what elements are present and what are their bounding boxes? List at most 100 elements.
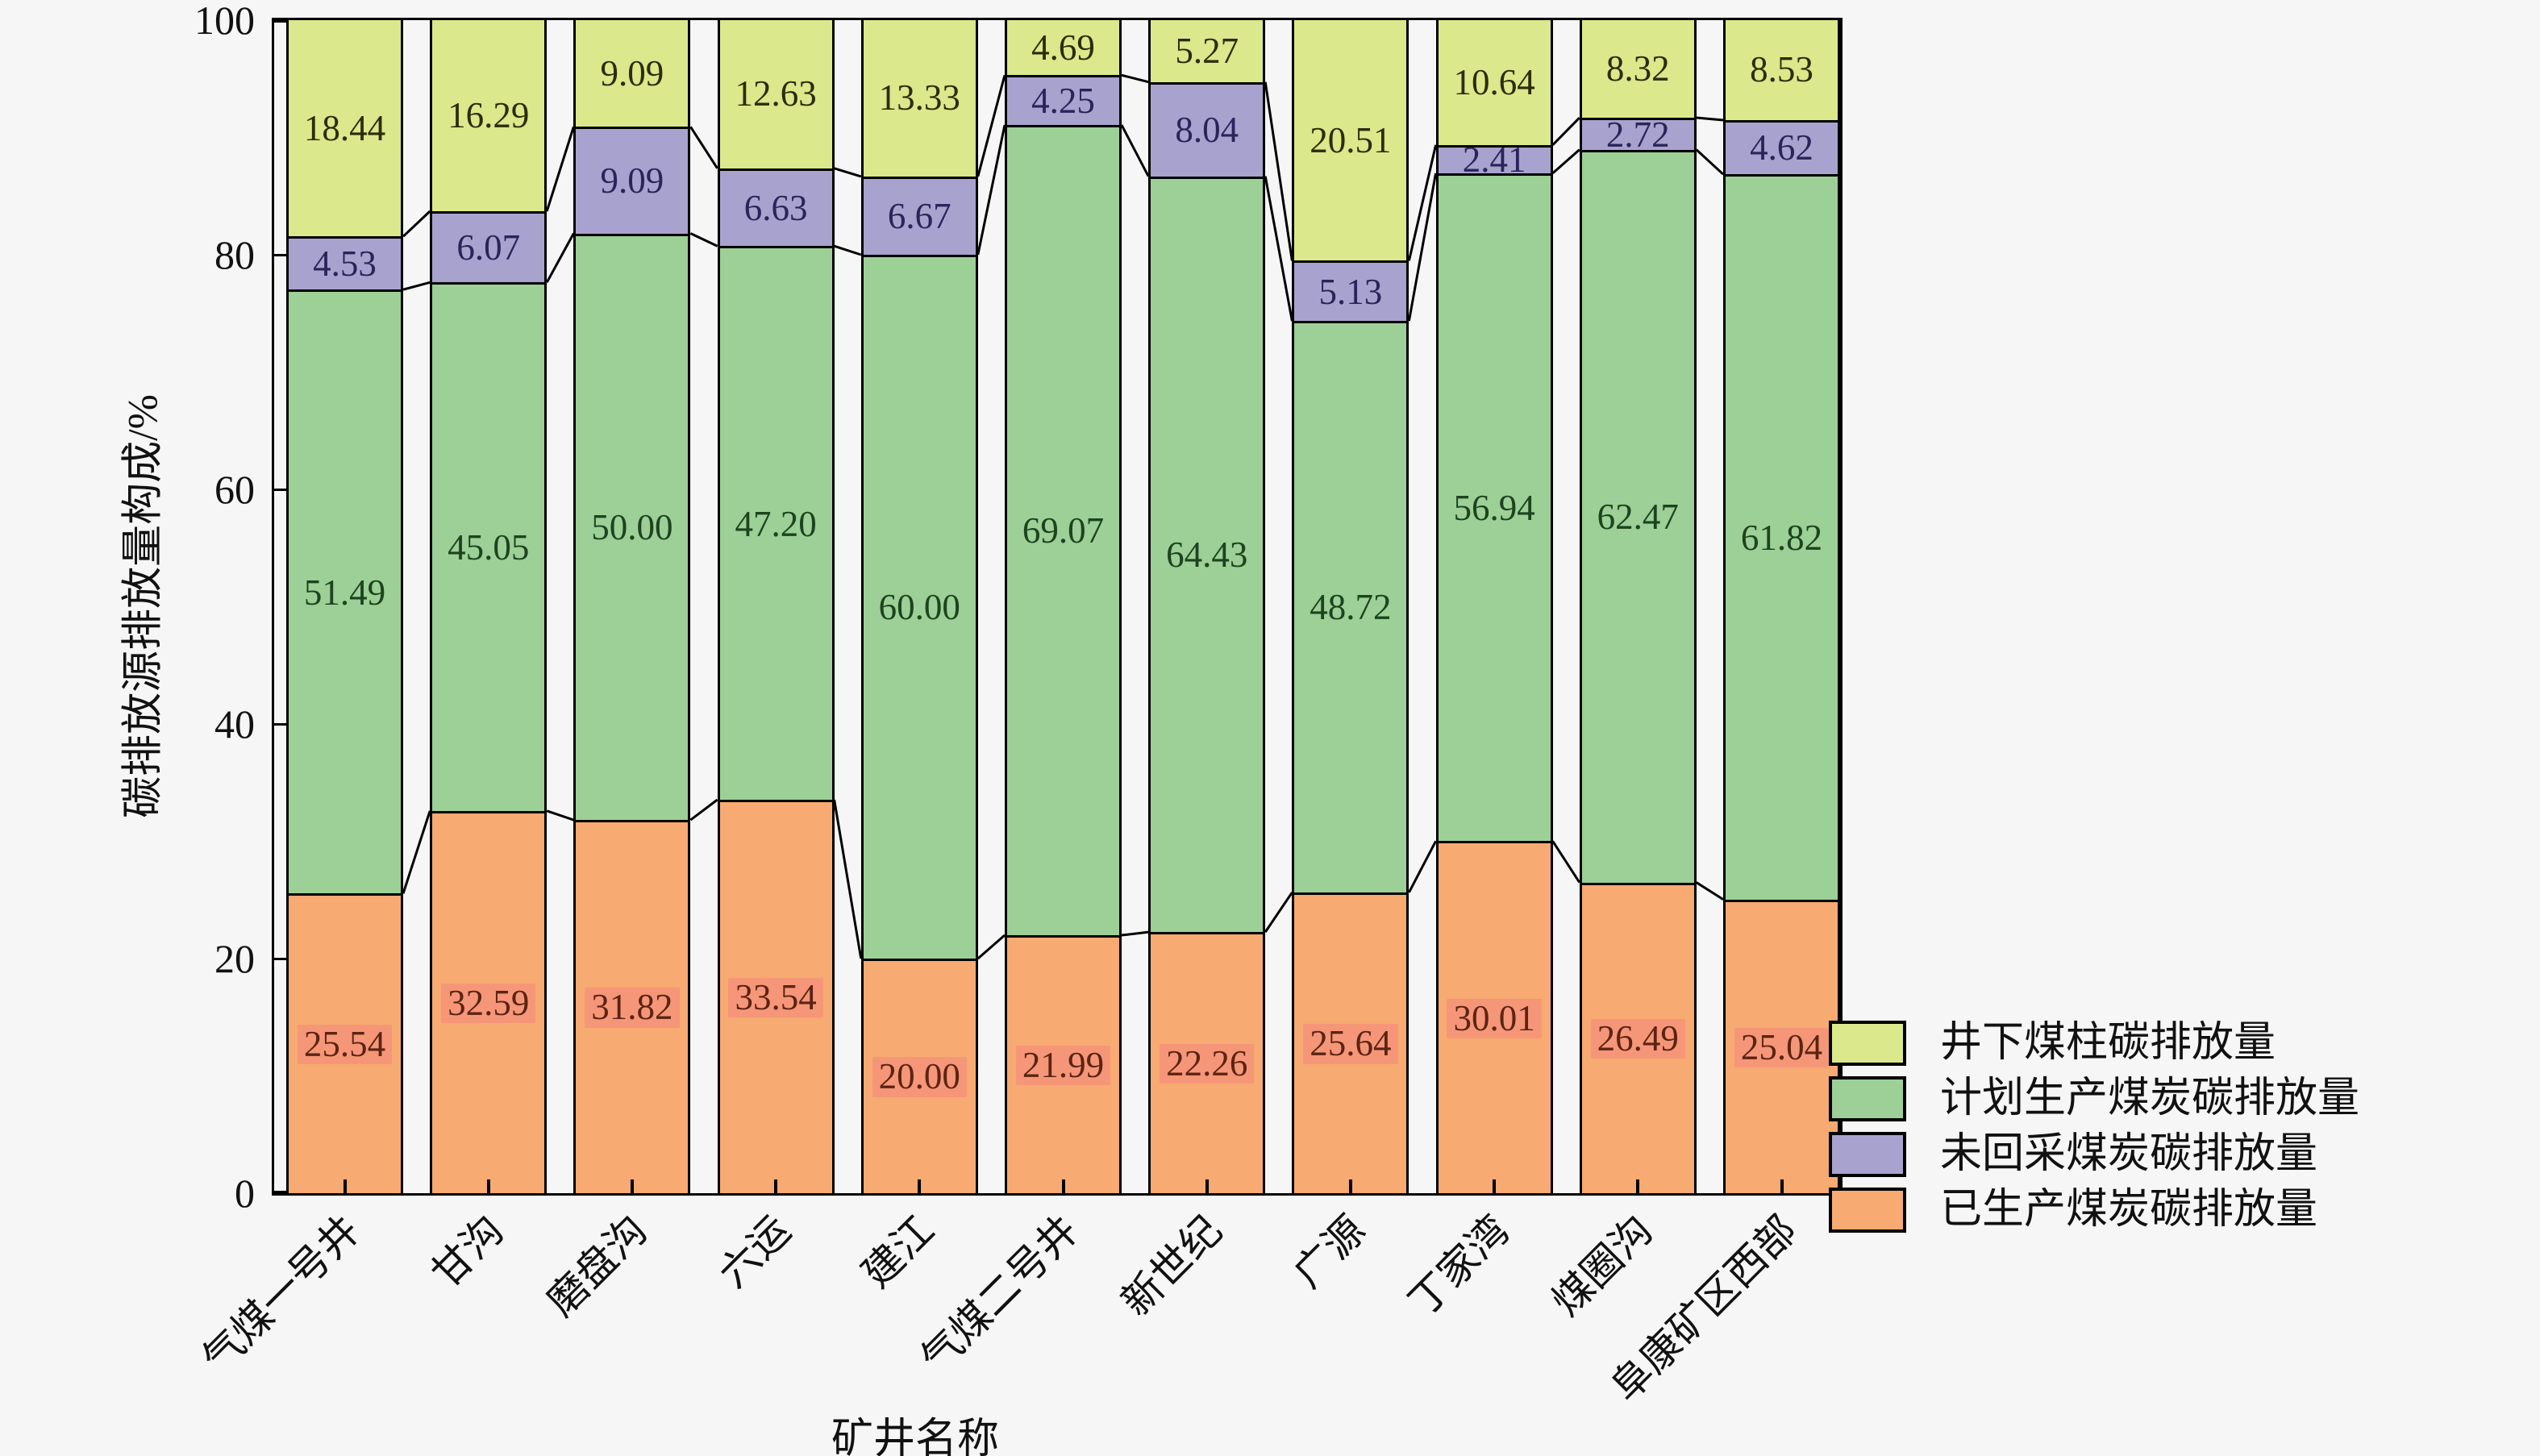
bar-column: 32.59 45.05 6.07 16.29 (430, 20, 548, 1193)
bar-segment: 26.49 (1581, 882, 1694, 1193)
bar-segment: 64.43 (1151, 176, 1264, 933)
bar-segment: 6.07 (432, 211, 545, 283)
x-tick-mark (343, 1179, 347, 1193)
x-tick-label: 气煤一号井 (194, 1207, 369, 1382)
y-tick-mark (274, 488, 287, 491)
bar-segment: 61.82 (1726, 174, 1838, 900)
segment-value-label: 45.05 (448, 526, 530, 568)
segment-value-label: 31.82 (585, 988, 680, 1028)
x-tick-mark (1061, 1179, 1065, 1193)
legend-swatch (1829, 1132, 1906, 1177)
x-tick-label: 磨盘沟 (538, 1207, 656, 1325)
bar-segment: 9.09 (576, 20, 689, 127)
segment-value-label: 2.72 (1605, 114, 1670, 155)
bar-segment: 4.25 (1007, 75, 1119, 126)
y-tick-mark (274, 20, 287, 23)
bar-segment: 25.64 (1294, 892, 1407, 1193)
x-tick-label: 建江 (853, 1207, 943, 1296)
segment-value-label: 25.54 (297, 1025, 393, 1065)
segment-value-label: 5.13 (1318, 271, 1383, 312)
segment-value-label: 60.00 (878, 587, 960, 628)
segment-value-label: 33.54 (728, 977, 823, 1018)
bar-segment: 22.26 (1151, 932, 1264, 1193)
segment-value-label: 18.44 (303, 107, 386, 148)
bar-segment: 5.13 (1294, 260, 1407, 322)
legend-item: 未回采煤炭碳排放量 (1829, 1132, 2359, 1177)
bar-segment: 4.53 (289, 236, 401, 290)
bar-segment: 45.05 (432, 282, 545, 811)
segment-value-label: 47.20 (735, 503, 817, 544)
segment-value-label: 61.82 (1740, 517, 1823, 558)
legend-item: 井下煤柱碳排放量 (1829, 1021, 2359, 1066)
bar-segment: 51.49 (289, 289, 401, 894)
bar-segment: 13.33 (863, 20, 976, 177)
segment-value-label: 9.09 (600, 52, 664, 94)
bar-segment: 10.64 (1438, 20, 1551, 145)
x-tick-label: 煤圈沟 (1543, 1207, 1662, 1325)
x-tick-mark (1493, 1179, 1497, 1193)
segment-value-label: 26.49 (1590, 1019, 1685, 1059)
bar-segment: 69.07 (1007, 125, 1119, 936)
bar-segment: 4.69 (1007, 20, 1119, 76)
y-tick-label: 20 (214, 936, 255, 981)
y-tick-label: 100 (194, 0, 255, 43)
x-tick-mark (1636, 1179, 1640, 1193)
bar-segment: 6.67 (863, 176, 976, 255)
segment-value-label: 6.07 (456, 227, 521, 268)
bar-column: 21.99 69.07 4.25 4.69 (1005, 20, 1122, 1193)
bar-column: 33.54 47.20 6.63 12.63 (717, 20, 835, 1193)
bar-segment: 25.04 (1726, 899, 1838, 1193)
bar-segment: 4.62 (1726, 119, 1838, 175)
bar-segment: 8.53 (1726, 19, 1838, 120)
segment-value-label: 6.63 (743, 187, 808, 228)
plot-inner: 25.54 51.49 4.53 18.44 32.59 45.05 6.07 16.29 31… (194, 0, 1840, 1410)
bar-segment: 25.54 (289, 893, 401, 1193)
y-tick-label: 40 (214, 701, 255, 747)
x-tick-mark (486, 1179, 490, 1193)
y-tick-label: 80 (214, 232, 255, 277)
segment-value-label: 69.07 (1022, 510, 1105, 551)
bar-column: 25.54 51.49 4.53 18.44 (286, 20, 403, 1193)
segment-value-label: 20.51 (1310, 119, 1392, 160)
segment-value-label: 25.64 (1303, 1024, 1398, 1064)
x-tick-mark (1348, 1179, 1352, 1193)
bar-column: 26.49 62.47 2.72 8.32 (1579, 20, 1697, 1193)
segment-value-label: 20.00 (872, 1057, 967, 1097)
bar-segment: 5.27 (1151, 20, 1264, 82)
y-tick-label: 0 (235, 1171, 255, 1216)
x-tick-label: 气煤二号井 (912, 1207, 1087, 1382)
bar-segment: 8.04 (1151, 81, 1264, 177)
segment-value-label: 8.53 (1750, 49, 1813, 90)
bar-segment: 31.82 (576, 820, 689, 1193)
segment-value-label: 56.94 (1453, 488, 1535, 528)
bar-column: 25.64 48.72 5.13 20.51 (1292, 20, 1409, 1193)
bar-column: 30.01 56.94 2.41 10.64 (1435, 20, 1553, 1193)
legend-swatch (1829, 1188, 1906, 1233)
legend-item: 已生产煤炭碳排放量 (1829, 1188, 2359, 1233)
bar-segment: 18.44 (289, 20, 401, 237)
legend: 井下煤柱碳排放量计划生产煤炭碳排放量 未回采煤炭碳排放量 已生产煤炭碳排放量 (1829, 1021, 2359, 1243)
bar-segment: 48.72 (1294, 321, 1407, 892)
legend-item: 计划生产煤炭碳排放量 (1829, 1076, 2359, 1121)
bar-segment: 9.09 (576, 127, 689, 234)
bar-segment: 2.72 (1581, 115, 1694, 153)
segment-value-label: 62.47 (1597, 496, 1679, 537)
segment-value-label: 8.32 (1605, 48, 1670, 89)
x-tick-label: 广源 (1285, 1207, 1374, 1296)
legend-label: 井下煤柱碳排放量 (1940, 1020, 2276, 1066)
bar-segment: 2.41 (1438, 140, 1551, 179)
y-tick-mark (274, 957, 287, 960)
bar-segment: 60.00 (863, 255, 976, 959)
bar-segment: 47.20 (719, 246, 832, 800)
segment-value-label: 4.53 (313, 243, 377, 285)
bar-segment: 62.47 (1581, 149, 1694, 883)
segment-value-label: 13.33 (878, 77, 960, 119)
segment-value-label: 21.99 (1015, 1045, 1111, 1086)
legend-swatch (1829, 1076, 1906, 1121)
y-axis-title: 碳排放源排放量构成/% (120, 394, 167, 818)
segment-value-label: 30.01 (1447, 998, 1542, 1038)
bar-segment: 6.63 (719, 168, 832, 247)
x-tick-label: 甘沟 (423, 1207, 512, 1296)
x-tick-mark (1780, 1179, 1784, 1193)
segment-value-label: 4.62 (1750, 127, 1813, 168)
